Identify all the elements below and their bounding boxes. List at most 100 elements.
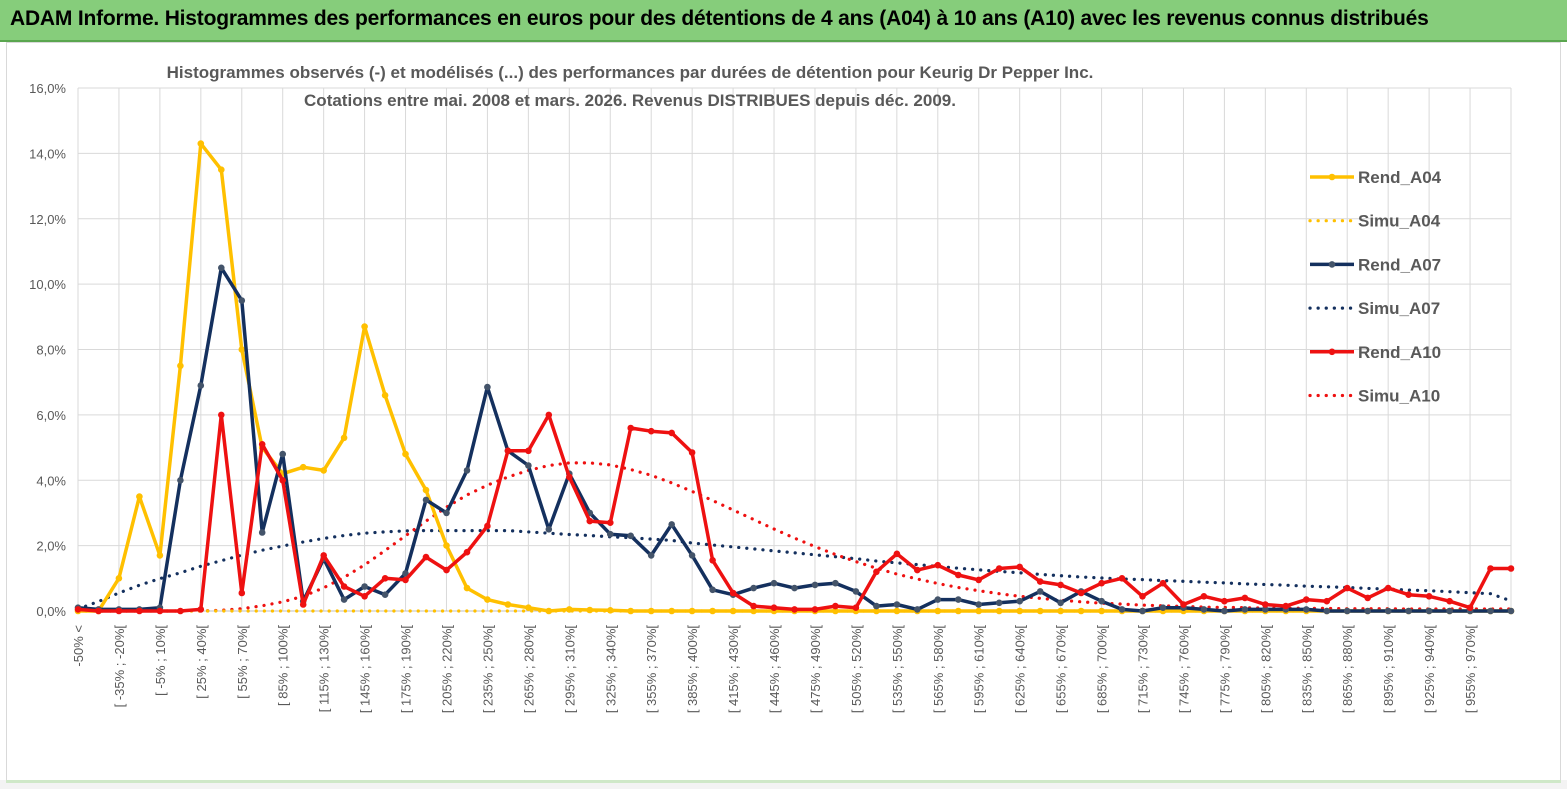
series-point-rend-a07 xyxy=(402,570,409,577)
series-point-rend-a07 xyxy=(1159,604,1167,611)
series-point-rend-a10 xyxy=(1323,597,1331,605)
series-point-rend-a10 xyxy=(545,411,553,419)
series-point-rend-a07 xyxy=(1139,607,1146,615)
series-point-rend-a10 xyxy=(1200,593,1208,600)
series-point-rend-a04 xyxy=(1057,607,1064,615)
legend-label-rend-a10: Rend_A10 xyxy=(1358,343,1441,362)
x-tick-label: [ 235% ; 250%[ xyxy=(480,625,495,714)
series-point-rend-a10 xyxy=(504,447,512,455)
series-point-rend-a10 xyxy=(484,522,491,530)
series-point-rend-a07 xyxy=(361,583,368,590)
legend-marker-rend-a07 xyxy=(1328,261,1336,268)
legend-label-simu-a10: Simu_A10 xyxy=(1358,387,1440,406)
series-point-rend-a10 xyxy=(1303,596,1310,603)
series-point-rend-a10 xyxy=(1343,584,1351,592)
y-tick-label: 16,0% xyxy=(29,81,66,96)
series-point-rend-a10 xyxy=(197,606,205,613)
series-point-rend-a10 xyxy=(361,593,368,600)
series-point-rend-a04 xyxy=(1036,607,1044,615)
series-point-rend-a07 xyxy=(975,601,982,608)
x-tick-label: [ 25% ; 40%[ xyxy=(194,625,209,699)
series-point-rend-a04 xyxy=(361,323,368,330)
series-point-rend-a04 xyxy=(586,606,594,614)
series-point-rend-a04 xyxy=(484,596,491,603)
series-point-rend-a10 xyxy=(627,424,634,432)
series-point-rend-a07 xyxy=(1425,607,1433,615)
series-point-rend-a04 xyxy=(1098,607,1105,615)
series-point-rend-a04 xyxy=(422,486,430,494)
series-line-rend-a07 xyxy=(77,266,1511,613)
series-point-rend-a10 xyxy=(688,449,696,456)
series-point-rend-a10 xyxy=(320,552,328,559)
series-point-rend-a07 xyxy=(463,467,471,474)
series-point-rend-a10 xyxy=(893,550,901,558)
series-point-rend-a07 xyxy=(484,383,491,391)
y-tick-label: 0,0% xyxy=(36,604,66,619)
series-point-rend-a10 xyxy=(852,604,860,611)
series-point-rend-a07 xyxy=(381,591,389,598)
series-point-rend-a04 xyxy=(729,607,737,615)
series-point-rend-a04 xyxy=(873,607,880,615)
y-tick-label: 6,0% xyxy=(36,408,66,423)
legend-label-rend-a04: Rend_A04 xyxy=(1358,168,1442,187)
series-point-rend-a07 xyxy=(1507,607,1515,615)
series-point-rend-a04 xyxy=(955,607,962,615)
series-point-rend-a10 xyxy=(1466,604,1474,611)
series-point-rend-a10 xyxy=(136,607,143,615)
series-point-rend-a07 xyxy=(607,530,614,538)
x-tick-label: [ 655% ; 670%[ xyxy=(1054,625,1069,714)
series-point-rend-a04 xyxy=(1016,607,1023,615)
series-point-rend-a10 xyxy=(74,606,82,613)
x-tick-label: [ 475% ; 490%[ xyxy=(808,625,823,714)
series-point-rend-a10 xyxy=(832,602,839,610)
x-tick-label: [ 715% ; 730%[ xyxy=(1136,625,1151,714)
legend: Rend_A04 Simu_A04 Rend_A07 Simu_A07 Rend_A10… xyxy=(1308,168,1442,406)
series-point-rend-a07 xyxy=(1221,607,1228,615)
x-tick-label: [ 835% ; 850%[ xyxy=(1299,625,1314,714)
series-point-rend-a10 xyxy=(934,561,942,569)
series-point-rend-a10 xyxy=(668,429,675,437)
series-point-rend-a10 xyxy=(177,607,184,615)
series-point-rend-a04 xyxy=(709,607,716,615)
series-point-rend-a07 xyxy=(1118,606,1126,613)
series-point-rend-a04 xyxy=(238,346,246,353)
series-point-rend-a10 xyxy=(443,566,450,574)
y-tick-label: 12,0% xyxy=(29,212,66,227)
x-tick-label: [ 415% ; 430%[ xyxy=(726,625,741,714)
x-tick-label: [ -5% ; 10%[ xyxy=(153,625,168,696)
bottom-strip-accent xyxy=(6,780,1561,783)
x-tick-label: [ 85% ; 100%[ xyxy=(276,625,291,706)
series-point-rend-a07 xyxy=(443,509,450,517)
series-point-rend-a07 xyxy=(545,526,553,533)
chart-title-line-1: Histogrammes observés (-) et modélisés (… xyxy=(166,63,1094,82)
x-tick-label: [ 265% ; 280%[ xyxy=(521,625,536,714)
x-tick-label: [ 115% ; 130%[ xyxy=(317,625,332,713)
series-point-rend-a10 xyxy=(299,601,307,608)
series-point-rend-a04 xyxy=(525,604,532,611)
series-point-rend-a10 xyxy=(750,602,757,610)
series-point-rend-a10 xyxy=(709,557,716,564)
series-point-rend-a07 xyxy=(1384,607,1392,615)
series-point-rend-a10 xyxy=(258,441,266,448)
series-point-rend-a04 xyxy=(545,607,553,615)
series-point-rend-a07 xyxy=(914,606,921,613)
series-point-rend-a07 xyxy=(955,596,962,603)
x-tick-label: [ 595% ; 610%[ xyxy=(972,625,987,714)
x-tick-label: [ 625% ; 640%[ xyxy=(1013,625,1028,714)
x-tick-label: [ 745% ; 760%[ xyxy=(1176,625,1191,714)
legend-marker-rend-a10 xyxy=(1328,348,1336,356)
series-point-rend-a04 xyxy=(627,607,634,615)
x-tick-label: [ 145% ; 160%[ xyxy=(358,625,373,714)
series-point-rend-a10 xyxy=(586,517,594,525)
series-point-rend-a10 xyxy=(1241,594,1249,602)
series-point-rend-a07 xyxy=(668,521,675,528)
series-point-rend-a10 xyxy=(402,576,409,584)
series-point-rend-a10 xyxy=(238,589,246,597)
series-point-rend-a04 xyxy=(115,575,123,582)
series-point-rend-a07 xyxy=(177,477,184,484)
bottom-scrollbar-strip xyxy=(0,780,1567,789)
series-point-rend-a07 xyxy=(811,581,819,589)
series-point-rend-a04 xyxy=(381,392,389,399)
legend-label-simu-a07: Simu_A07 xyxy=(1358,299,1440,318)
series-point-rend-a10 xyxy=(791,606,798,613)
